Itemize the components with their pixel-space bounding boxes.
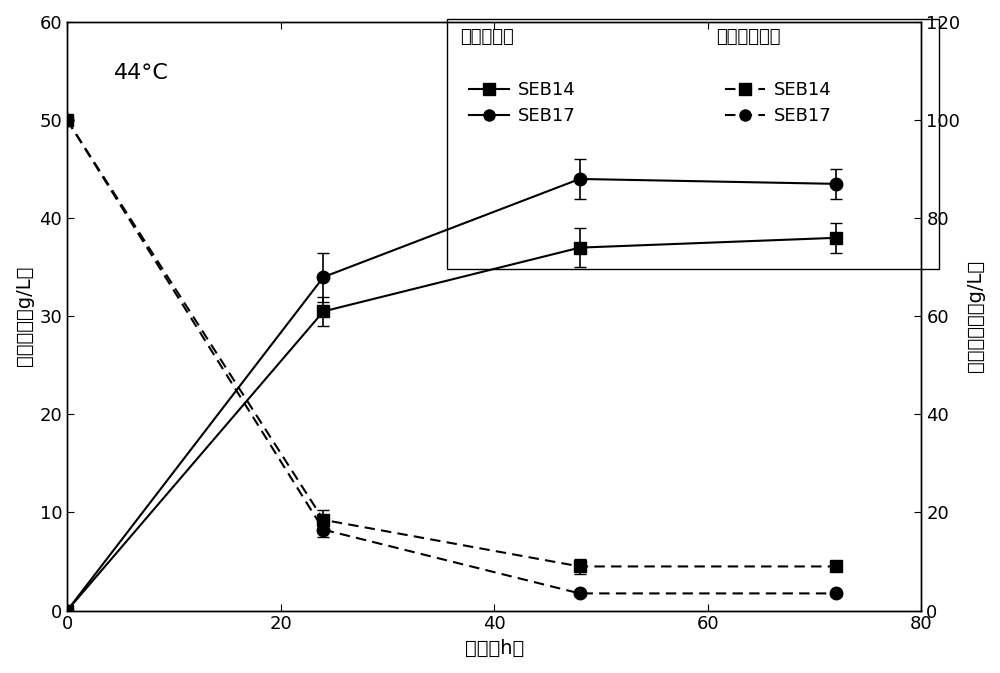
Legend: SEB14, SEB17: SEB14, SEB17 [725,81,832,125]
Text: 44°C: 44°C [114,63,169,83]
Y-axis label: 葡萄糖浓度（g/L）: 葡萄糖浓度（g/L） [966,260,985,372]
Y-axis label: 乙醇浓度（g/L）: 乙醇浓度（g/L） [15,266,34,367]
Text: 葡萄糖浓度：: 葡萄糖浓度： [716,28,781,46]
X-axis label: 时间（h）: 时间（h） [465,639,524,658]
Bar [447,19,939,269]
Text: 乙醇浓度：: 乙醇浓度： [460,28,514,46]
